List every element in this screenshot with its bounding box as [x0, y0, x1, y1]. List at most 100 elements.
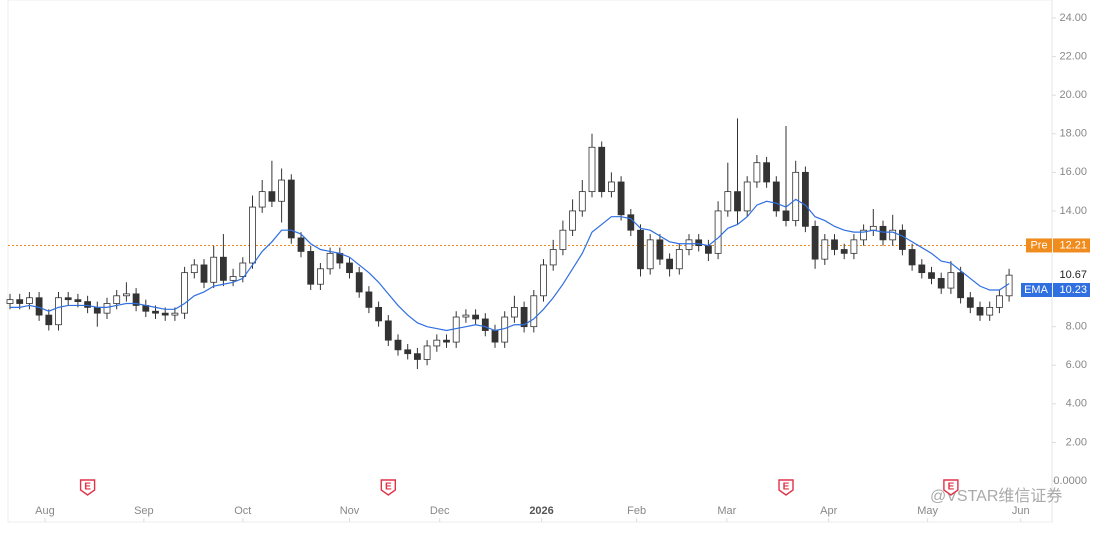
- x-tick-label: 2026: [529, 505, 553, 517]
- candle-body: [879, 225, 887, 241]
- candle-body: [472, 314, 480, 320]
- candle-body: [559, 229, 567, 250]
- x-tick-label: Dec: [430, 505, 450, 517]
- pre-value-tag: [1053, 238, 1090, 253]
- y-tick-label: 4.00: [1066, 398, 1087, 410]
- candle-body: [258, 191, 266, 208]
- candle-body: [64, 297, 72, 301]
- event-badge: [380, 479, 396, 496]
- candle-body: [355, 272, 363, 293]
- y-tick-label: 8.00: [1066, 321, 1087, 333]
- candle-body: [724, 191, 732, 212]
- candle-body: [93, 306, 101, 314]
- candle-body: [899, 229, 906, 250]
- candle-body: [714, 210, 722, 254]
- candle-body: [608, 181, 615, 193]
- candle-body: [743, 181, 751, 212]
- pre-tag: [1026, 238, 1052, 253]
- candle-body: [249, 206, 256, 264]
- candle-body: [569, 210, 576, 231]
- candle-body: [287, 179, 295, 239]
- watermark: @VSTAR维信证券: [930, 487, 1062, 505]
- x-tick-label: Mar: [717, 505, 736, 517]
- candle-body: [462, 314, 470, 318]
- event-label: E: [84, 482, 91, 493]
- event-badge: [778, 479, 794, 496]
- candle-body: [811, 225, 819, 260]
- candle-body: [132, 293, 140, 306]
- x-tick-label: Jun: [1012, 505, 1030, 517]
- candle-body: [763, 162, 770, 183]
- x-tick-label: Nov: [340, 505, 360, 517]
- candle-body: [831, 239, 838, 250]
- candle-body: [928, 272, 935, 279]
- candle-body: [986, 306, 994, 316]
- candle-body: [792, 171, 800, 221]
- event-label: E: [948, 482, 955, 493]
- y-tick-label: 6.00: [1066, 359, 1087, 371]
- candle-body: [617, 181, 625, 216]
- candle-body: [695, 239, 703, 247]
- event-label: E: [385, 482, 392, 493]
- candle-body: [375, 306, 383, 322]
- candle-body: [588, 146, 596, 193]
- candle-body: [6, 299, 14, 304]
- y-tick-label: 18.00: [1059, 128, 1087, 140]
- candle-body: [443, 339, 450, 343]
- candle-body: [782, 210, 790, 221]
- candle-body: [530, 295, 538, 328]
- plot-frame: [7, 0, 1053, 523]
- candle-body: [210, 256, 218, 283]
- y-tick-label: 14.00: [1059, 205, 1087, 217]
- candle-body: [307, 251, 315, 285]
- candle-body: [734, 191, 741, 212]
- candle-body: [200, 264, 208, 283]
- candle-body: [384, 320, 392, 341]
- candle-body: [103, 303, 111, 314]
- candle-body: [957, 272, 964, 299]
- candle-body: [326, 252, 334, 270]
- candle-body: [297, 237, 305, 252]
- candle-body: [16, 299, 24, 304]
- candle-body: [753, 162, 761, 183]
- candle-body: [976, 306, 984, 316]
- candle-body: [889, 229, 897, 241]
- candle-body: [802, 171, 809, 227]
- candle-body: [666, 258, 673, 270]
- pre-value: 12.21: [1059, 239, 1087, 251]
- candle-body: [123, 293, 130, 297]
- candle-body: [996, 295, 1003, 308]
- candle-body: [181, 272, 189, 314]
- pre-name: Pre: [1030, 239, 1047, 251]
- candle-body: [947, 272, 955, 289]
- candle-body: [394, 339, 402, 351]
- candle-body: [675, 249, 683, 270]
- candle-body: [346, 262, 353, 274]
- x-tick-label: Apr: [820, 505, 837, 517]
- candle-body: [656, 239, 664, 260]
- candle-body: [229, 276, 237, 281]
- candle-body: [268, 191, 276, 202]
- ema-tag: [1021, 283, 1052, 297]
- ema-line: [10, 198, 1010, 332]
- x-tick-label: Feb: [627, 505, 646, 517]
- candle-body: [549, 249, 557, 266]
- x-tick-label: Sep: [134, 505, 154, 517]
- candle-body: [55, 297, 62, 326]
- x-tick-label: May: [917, 505, 938, 517]
- candle-body: [937, 278, 945, 289]
- y-tick-label: 20.00: [1059, 89, 1087, 101]
- candle-body: [860, 229, 867, 241]
- candle-body: [705, 245, 712, 254]
- candle-body: [520, 306, 528, 328]
- candle-body: [74, 299, 82, 302]
- candle-body: [25, 297, 33, 304]
- candle-body: [491, 330, 499, 343]
- event-badge: [79, 479, 96, 496]
- candle-body: [113, 295, 121, 304]
- candle-body: [219, 256, 227, 281]
- candle-body: [646, 239, 654, 270]
- y-tick-label: 22.00: [1059, 50, 1087, 62]
- candle-body: [239, 262, 247, 277]
